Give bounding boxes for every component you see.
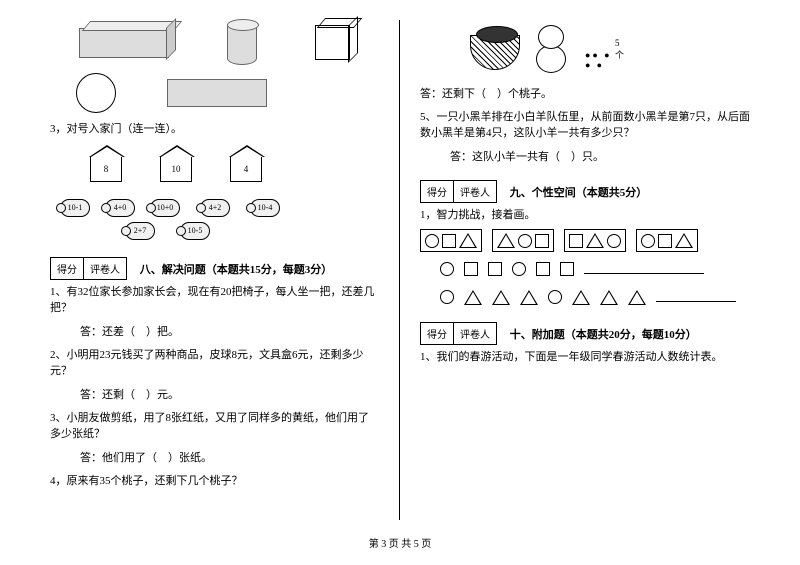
triangle-icon [464,290,482,305]
square-icon [488,262,502,276]
cuboid-shape [79,28,169,58]
left-column: 3，对号入家门（连一连）。 8 10 4 10-1 4+0 10+0 4+2 1… [40,20,400,520]
q9-1: 1，智力挑战，接着画。 [420,207,750,224]
circle-icon [641,234,655,248]
triangle-icon [497,233,515,248]
circle-icon [440,262,454,276]
triangle-icon [675,233,693,248]
score-label-9: 得分 [421,181,454,202]
piggy-7: 10-5 [180,222,210,240]
triangle-icon [586,233,604,248]
pattern-group-3 [564,229,626,252]
triangle-icon [628,290,646,305]
score-label-10: 得分 [421,323,454,344]
grader-label-10: 评卷人 [454,323,496,344]
score-box-9: 得分 评卷人 [420,180,497,203]
piggy-5: 10-4 [250,199,280,217]
q8-1: 1、有32位家长参加家长会，现在有20把椅子，每人坐一把，还差几把？ [50,284,379,317]
circle-icon [425,234,439,248]
square-icon [569,234,583,248]
circle-icon [518,234,532,248]
pattern-row-1 [420,229,750,252]
grader-label-9: 评卷人 [454,181,496,202]
blank-line [656,286,736,302]
triangle-icon [459,233,477,248]
pattern-row-2 [440,258,750,280]
piggy-6: 2+7 [125,222,155,240]
score-box-10: 得分 评卷人 [420,322,497,345]
section-9-title: 九、个性空间（本题共5分） [510,187,648,199]
triangle-icon [520,290,538,305]
question-3: 3，对号入家门（连一连）。 [50,121,379,138]
blank-line [584,258,704,274]
peach-count: 5个 [615,38,624,61]
square-icon [464,262,478,276]
circle-icon [512,262,526,276]
piggy-1: 10-1 [60,199,90,217]
piggy-2: 4+0 [105,199,135,217]
matching-diagram: 8 10 4 10-1 4+0 10+0 4+2 10-4 2+7 10-5 [50,144,379,239]
score-row-10: 得分 评卷人 十、附加题（本题共20分，每题10分） [420,314,750,349]
monkey-icon [530,25,575,75]
a8-3: 答：他们用了（ ）张纸。 [80,449,379,465]
q10-1: 1、我们的春游活动，下面是一年级同学春游活动人数统计表。 [420,349,750,366]
score-box: 得分 评卷人 [50,257,127,280]
grader-label: 评卷人 [84,258,126,279]
score-row-8: 得分 评卷人 八、解决问题（本题共15分，每题3分） [50,249,379,284]
page-footer: 第 3 页 共 5 页 [0,535,800,550]
pattern-group-2 [492,229,554,252]
rectangle-shape [167,79,267,107]
square-icon [658,234,672,248]
q8-5: 5、一只小黑羊排在小白羊队伍里，从前面数小黑羊是第7只，从后面数小黑羊是第4只，… [420,109,750,142]
shapes-row-1 [50,20,379,65]
triangle-icon [572,290,590,305]
section-8-title: 八、解决问题（本题共15分，每题3分） [140,264,333,276]
square-icon [535,234,549,248]
house-3: 4 [230,156,262,182]
a8-1: 答：还差（ ）把。 [80,323,379,339]
q8-4: 4，原来有35个桃子，还剩下几个桃子？ [50,473,379,490]
pattern-row-3 [440,286,750,308]
score-label: 得分 [51,258,84,279]
piggy-4: 4+2 [200,199,230,217]
circle-shape [76,73,116,113]
house-2: 10 [160,156,192,182]
house-1: 8 [90,156,122,182]
q8-3: 3、小朋友做剪纸，用了8张红纸，又用了同样多的黄纸，他们用了多少张纸？ [50,410,379,443]
a8-2: 答：还剩（ ）元。 [80,386,379,402]
shapes-row-2 [50,73,379,113]
triangle-icon [492,290,510,305]
piggy-3: 10+0 [150,199,180,217]
pattern-group-1 [420,229,482,252]
square-icon [442,234,456,248]
a8-5: 答：这队小羊一共有（ ）只。 [450,148,750,164]
q8-2: 2、小明用23元钱买了两种商品，皮球8元，文具盒6元，还剩多少元？ [50,347,379,380]
peaches-group: ●● ●● ● 5个 [585,50,612,70]
section-10-title: 十、附加题（本题共20分，每题10分） [510,329,697,341]
square-icon [560,262,574,276]
right-column: ●● ●● ● 5个 答：还剩下（ ）个桃子。 5、一只小黑羊排在小白羊队伍里，… [400,20,760,520]
circle-icon [607,234,621,248]
pattern-group-4 [636,229,698,252]
peach-icons: ●● ●● ● [585,50,612,70]
a8-4b: 答：还剩下（ ）个桃子。 [420,86,750,103]
monkey-scene: ●● ●● ● 5个 [420,20,750,80]
score-row-9: 得分 评卷人 九、个性空间（本题共5分） [420,172,750,207]
triangle-icon [600,290,618,305]
circle-icon [440,290,454,304]
page-container: 3，对号入家门（连一连）。 8 10 4 10-1 4+0 10+0 4+2 1… [0,0,800,520]
circle-icon [548,290,562,304]
basket-icon [470,35,520,70]
cylinder-shape [227,20,257,65]
cube-shape [315,25,350,60]
square-icon [536,262,550,276]
